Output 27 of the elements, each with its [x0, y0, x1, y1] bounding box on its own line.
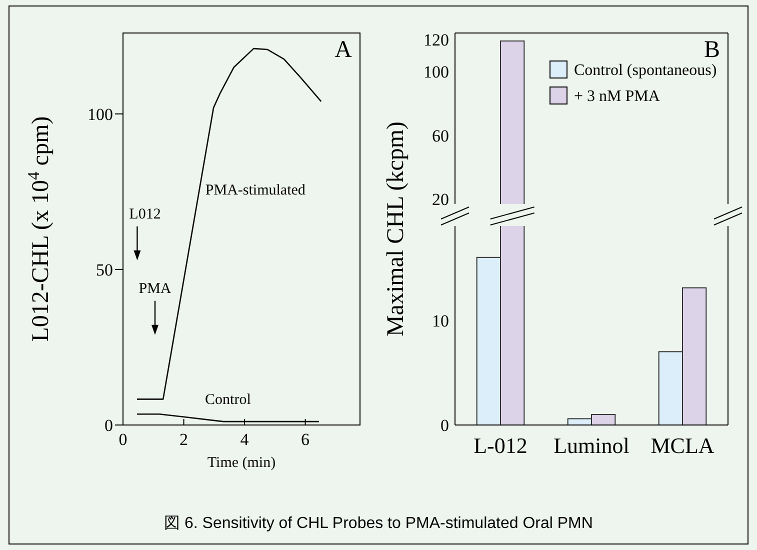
- annotation: PMA: [138, 280, 172, 297]
- y-tick-label: 100: [424, 62, 449, 82]
- legend-label: + 3 nM PMA: [574, 88, 660, 105]
- y-tick-label: 0: [440, 416, 449, 435]
- legend-label: Control (spontaneous): [574, 62, 717, 79]
- series-label: Control: [205, 392, 251, 408]
- y-tick-label: 10: [432, 311, 449, 330]
- x-tick-label: 0: [118, 430, 128, 449]
- annotation: A: [334, 37, 353, 63]
- y-tick-label: 0: [104, 416, 113, 435]
- y-tick-label: 20: [432, 190, 449, 210]
- x-tick-label: 6: [301, 430, 310, 449]
- y-tick-label: 120: [424, 30, 449, 50]
- annotation: L012: [129, 206, 161, 222]
- annotation: B: [704, 37, 720, 63]
- y-axis-title: Maximal CHL (kcpm): [383, 121, 409, 337]
- y-tick-label: 50: [96, 260, 113, 280]
- x-tick-label: 2: [180, 430, 188, 449]
- x-tick-label: Luminol: [554, 433, 630, 458]
- x-axis-title: Time (min): [207, 455, 276, 471]
- y-tick-label: 100: [88, 104, 113, 124]
- y-tick-label: 60: [432, 126, 449, 146]
- series-label: PMA-stimulated: [205, 182, 306, 198]
- x-tick-label: MCLA: [650, 433, 714, 458]
- x-tick-label: 4: [240, 430, 250, 449]
- caption: 図 6. Sensitivity of CHL Probes to PMA-stimulated Oral PMN: [164, 515, 593, 532]
- x-tick-label: L-012: [474, 433, 528, 458]
